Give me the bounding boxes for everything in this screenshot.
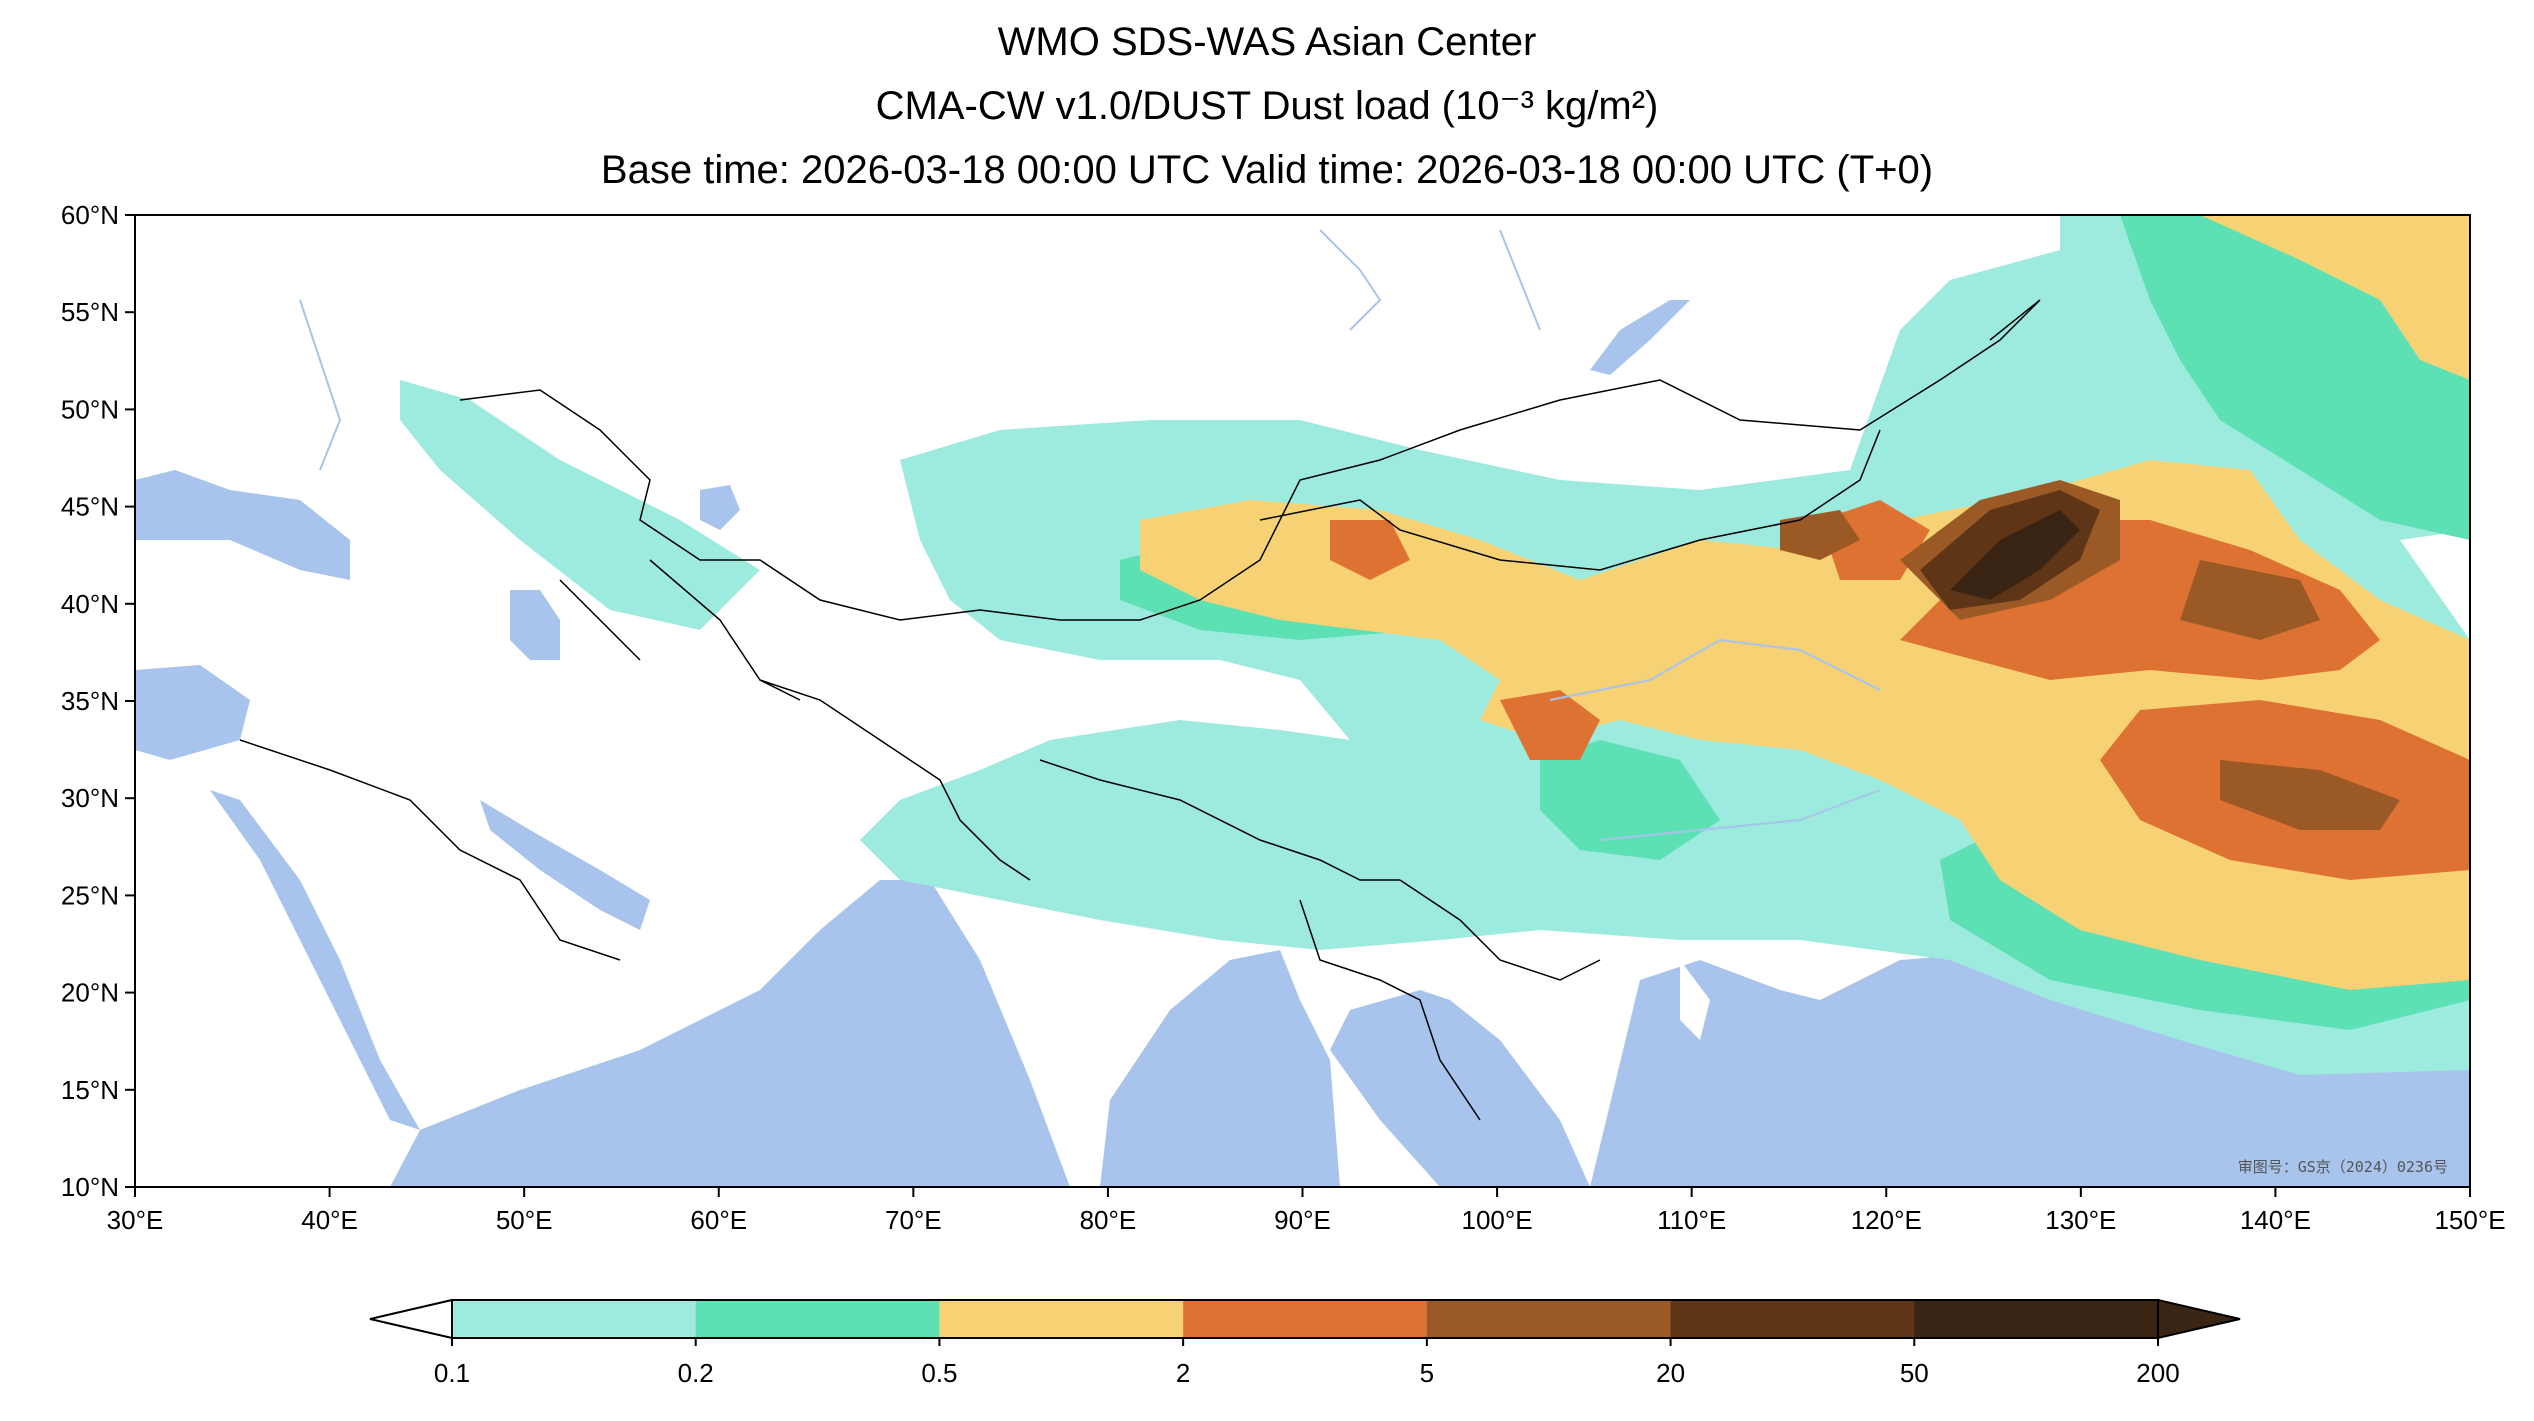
colorbar: 0.1 0.2 0.5 2 5 20 50 200 [369,1298,2241,1388]
colorbar-level-label: 50 [1900,1358,1929,1388]
lon-tick-label: 150°E [2434,1205,2505,1235]
map-area [135,215,2470,1187]
colorbar-level-label: 0.1 [434,1358,470,1388]
lat-tick-label: 50°N [61,394,119,424]
lat-tick-label: 35°N [61,686,119,716]
lat-tick-label: 30°N [61,783,119,813]
rivers-layer [299,229,1881,841]
lat-tick-label: 40°N [61,589,119,619]
colorbar-extend-min [369,1298,453,1340]
lon-tick-label: 70°E [885,1205,942,1235]
dust-band-level-7 [1950,510,2080,600]
lat-tick-label: 55°N [61,297,119,327]
colorbar-frame [451,1299,2159,1339]
colorbar-segment [939,1300,1184,1338]
colorbar-extend-max [2157,1298,2241,1340]
colorbar-segment [1914,1300,2159,1338]
lon-tick-label: 40°E [301,1205,358,1235]
approval-note: 审图号：GS京（2024）0236号 [2238,1158,2448,1176]
lon-tick-label: 120°E [1851,1205,1922,1235]
colorbar-segment [695,1300,940,1338]
lon-tick-label: 60°E [690,1205,747,1235]
colorbar-level-label: 5 [1420,1358,1434,1388]
colorbar-level-label: 20 [1656,1358,1685,1388]
colorbar-level-label: 0.2 [678,1358,714,1388]
latitude-axis: 60°N 55°N 50°N 45°N 40°N 35°N 30°N 25°N 20°N 15°N… [61,200,135,1202]
lon-tick-label: 100°E [1462,1205,1533,1235]
lon-tick-label: 90°E [1274,1205,1331,1235]
ocean-layer [135,300,2470,1187]
lon-tick-label: 80°E [1080,1205,1137,1235]
colorbar-level-label: 2 [1176,1358,1190,1388]
chart-title-line3: Base time: 2026-03-18 00:00 UTC Valid ti… [600,148,1934,192]
lat-tick-label: 60°N [61,200,119,230]
longitude-axis: 30°E 40°E 50°E 60°E 70°E 80°E 90°E 100°E 110°E 12… [107,1187,2506,1235]
colorbar-segment [1426,1300,1672,1338]
chart-title-line2: CMA-CW v1.0/DUST Dust load (10⁻³ kg/m²) [875,84,1659,128]
colorbar-level-label: 0.5 [921,1358,957,1388]
lon-tick-label: 50°E [496,1205,553,1235]
chart-title-line1: WMO SDS-WAS Asian Center [997,20,1537,64]
lon-tick-label: 140°E [2240,1205,2311,1235]
colorbar-segment [452,1300,697,1338]
lat-tick-label: 10°N [61,1172,119,1202]
lon-tick-label: 130°E [2045,1205,2116,1235]
colorbar-segment [1670,1300,1915,1338]
colorbar-segment [1183,1300,1428,1338]
lat-tick-label: 20°N [61,978,119,1008]
lat-tick-label: 15°N [61,1075,119,1105]
lat-tick-label: 45°N [61,492,119,522]
lat-tick-label: 25°N [61,880,119,910]
borders-layer [239,299,2041,1121]
lon-tick-label: 30°E [107,1205,164,1235]
lon-tick-label: 110°E [1657,1205,1726,1235]
colorbar-level-label: 200 [2136,1358,2179,1388]
